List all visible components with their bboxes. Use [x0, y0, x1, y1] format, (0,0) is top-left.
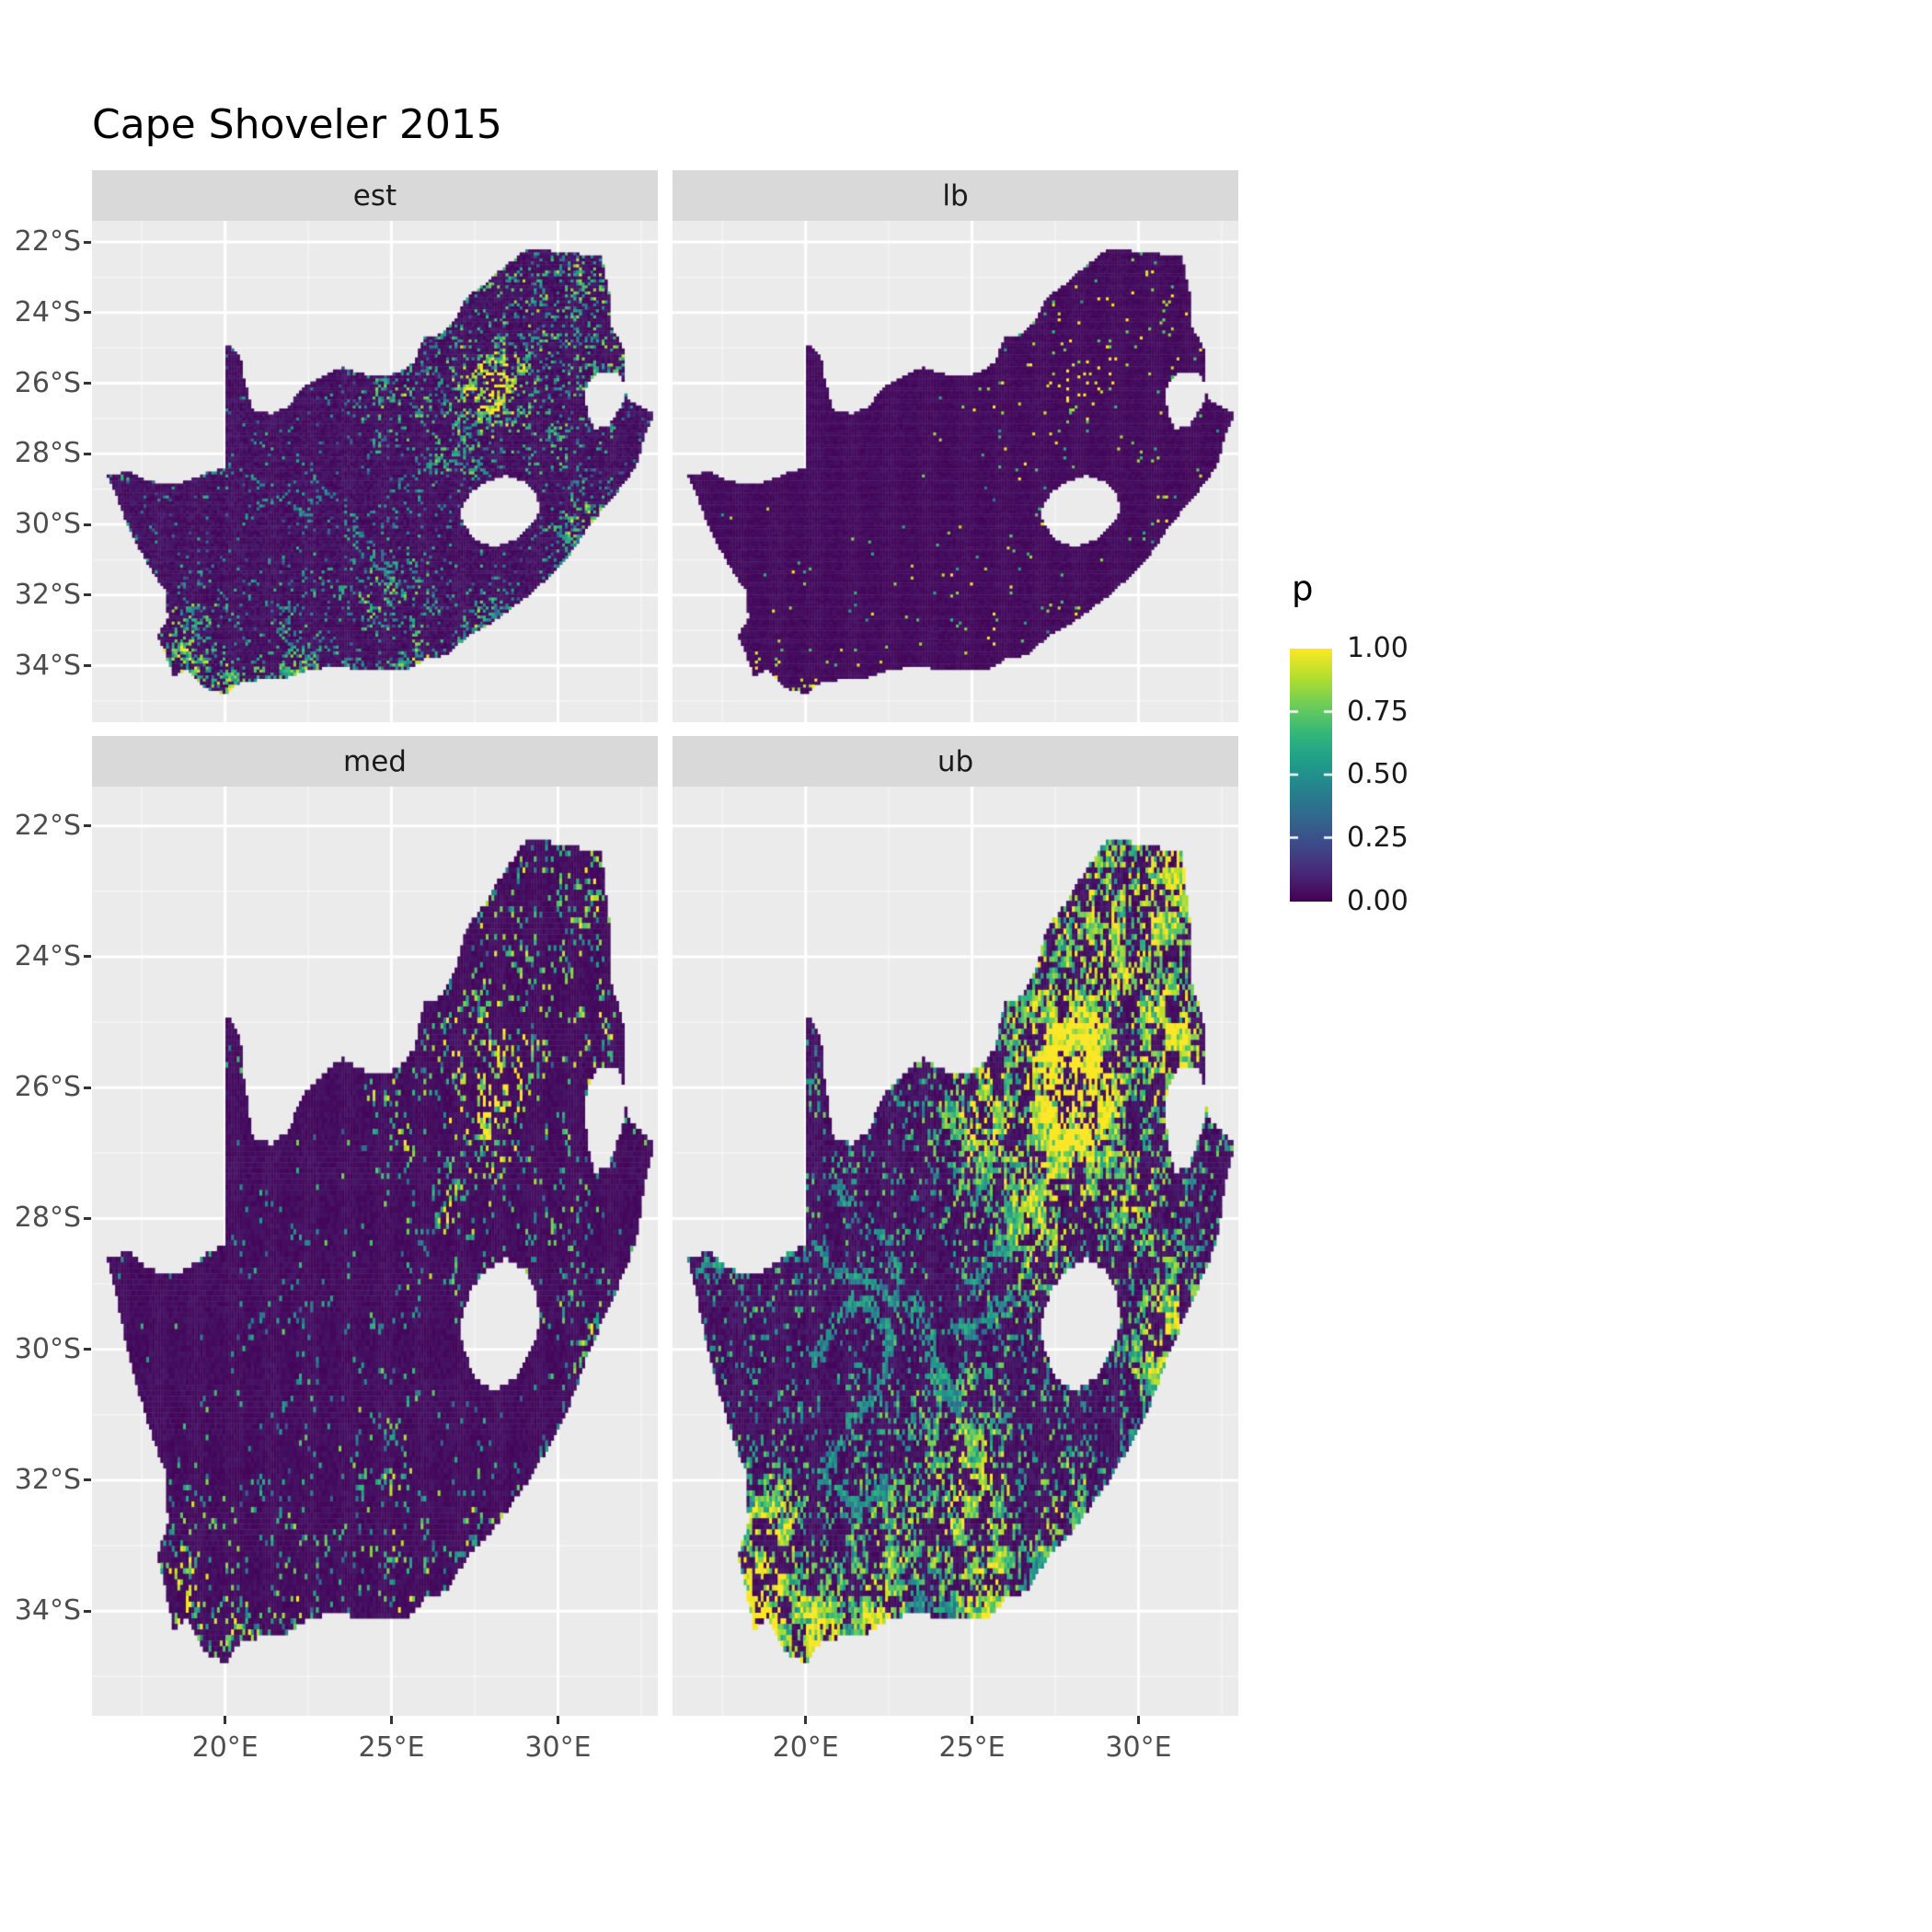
- facet-strip-est: est: [92, 170, 658, 221]
- y-tick-label: 24°S: [14, 939, 81, 972]
- legend-tick-label-3: 0.50: [1347, 758, 1409, 790]
- legend-tick-label-1: 1.00: [1347, 632, 1409, 664]
- facet-strip-label-med: med: [343, 744, 407, 778]
- facet-strip-ub: ub: [673, 736, 1238, 787]
- map-panel-lb: [673, 221, 1238, 722]
- x-tick-label: 20°E: [772, 1731, 839, 1764]
- y-tick-mark: [84, 240, 91, 244]
- y-tick-mark: [84, 1348, 91, 1351]
- y-tick-mark: [84, 824, 91, 828]
- legend-title: p: [1292, 569, 1314, 608]
- x-tick-mark: [224, 1716, 227, 1724]
- facet-strip-label-est: est: [352, 178, 397, 213]
- legend-tick-label-5: 0.00: [1347, 885, 1409, 917]
- y-tick-mark: [84, 1609, 91, 1613]
- y-tick-mark: [84, 664, 91, 668]
- y-tick-label: 34°S: [14, 649, 81, 682]
- y-tick-label: 22°S: [14, 225, 81, 259]
- legend-tick-label-4: 0.25: [1347, 822, 1409, 854]
- x-tick-mark: [390, 1716, 394, 1724]
- y-tick-mark: [84, 1086, 91, 1089]
- y-tick-label: 30°S: [14, 1332, 81, 1365]
- legend-tick-label-2: 0.75: [1347, 696, 1409, 728]
- y-tick-label: 30°S: [14, 508, 81, 541]
- x-tick-mark: [556, 1716, 559, 1724]
- map-panel-ub: [673, 787, 1238, 1716]
- y-tick-mark: [84, 593, 91, 597]
- y-tick-label: 26°S: [14, 366, 81, 399]
- legend-colorbar: [1290, 649, 1332, 902]
- facet-strip-label-ub: ub: [937, 744, 974, 778]
- y-tick-label: 22°S: [14, 809, 81, 842]
- map-panel-est: [92, 221, 658, 722]
- y-tick-label: 26°S: [14, 1071, 81, 1104]
- x-tick-label: 20°E: [191, 1731, 259, 1764]
- facet-strip-label-lb: lb: [942, 178, 969, 213]
- y-tick-label: 28°S: [14, 437, 81, 470]
- y-tick-mark: [84, 1216, 91, 1220]
- y-tick-mark: [84, 452, 91, 455]
- facet-strip-med: med: [92, 736, 658, 787]
- y-tick-label: 28°S: [14, 1202, 81, 1235]
- y-tick-label: 24°S: [14, 295, 81, 328]
- y-tick-mark: [84, 1478, 91, 1482]
- x-tick-label: 30°E: [1105, 1731, 1172, 1764]
- y-tick-mark: [84, 311, 91, 315]
- y-tick-label: 32°S: [14, 578, 81, 611]
- y-tick-label: 34°S: [14, 1594, 81, 1627]
- x-tick-mark: [1136, 1716, 1140, 1724]
- x-tick-label: 30°E: [524, 1731, 592, 1764]
- map-panel-med: [92, 787, 658, 1716]
- y-tick-mark: [84, 955, 91, 959]
- x-tick-label: 25°E: [938, 1731, 1006, 1764]
- y-tick-mark: [84, 382, 91, 385]
- y-tick-mark: [84, 523, 91, 526]
- x-tick-label: 25°E: [358, 1731, 425, 1764]
- x-tick-mark: [804, 1716, 808, 1724]
- facet-strip-lb: lb: [673, 170, 1238, 221]
- y-tick-label: 32°S: [14, 1463, 81, 1496]
- plot-title: Cape Shoveler 2015: [92, 101, 502, 148]
- x-tick-mark: [971, 1716, 974, 1724]
